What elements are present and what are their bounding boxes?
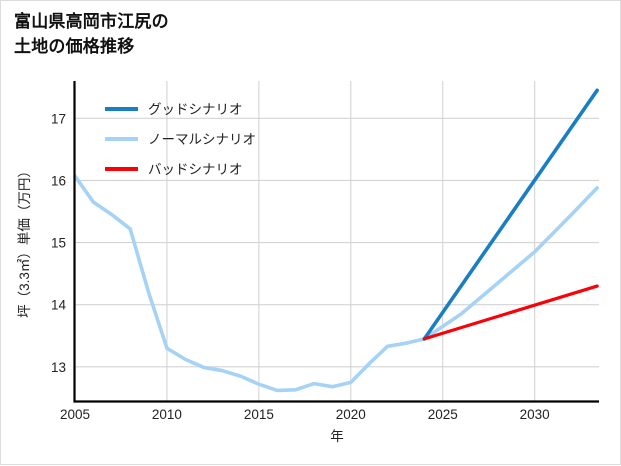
series-line-バッドシナリオ bbox=[422, 284, 599, 341]
y-tick-label: 14 bbox=[51, 298, 67, 313]
legend-label-グッドシナリオ: グッドシナリオ bbox=[148, 102, 243, 117]
x-tick-labels: 2005 2010 2015 2020 2025 2030 bbox=[60, 407, 550, 422]
y-axis-title: 坪（3.3㎡）単価（万円） bbox=[17, 164, 32, 318]
axis-spines bbox=[73, 81, 599, 403]
legend-label-ノーマルシナリオ: ノーマルシナリオ bbox=[148, 132, 256, 147]
y-tick-label: 15 bbox=[51, 236, 66, 251]
x-tick-label: 2025 bbox=[428, 407, 458, 422]
series-line-グッドシナリオ bbox=[422, 88, 599, 341]
gridlines bbox=[74, 81, 599, 401]
x-tick-label: 2030 bbox=[520, 407, 550, 422]
y-tick-labels: 13 14 15 16 17 bbox=[51, 111, 67, 375]
series-line-ノーマルシナリオ bbox=[73, 174, 599, 393]
x-tick-label: 2015 bbox=[244, 407, 274, 422]
x-tick-label: 2005 bbox=[60, 407, 90, 422]
legend-label-バッドシナリオ: バッドシナリオ bbox=[148, 162, 243, 177]
page-title: 富山県高岡市江尻の 土地の価格推移 bbox=[14, 12, 169, 56]
y-tick-label: 16 bbox=[51, 173, 66, 188]
y-tick-label: 13 bbox=[51, 360, 66, 375]
axis-spine-path bbox=[73, 81, 599, 403]
x-tick-label: 2020 bbox=[336, 407, 366, 422]
series-group bbox=[73, 88, 599, 393]
x-tick-label: 2010 bbox=[152, 407, 182, 422]
x-axis-title: 年 bbox=[330, 429, 344, 444]
y-tick-label: 17 bbox=[51, 111, 66, 126]
